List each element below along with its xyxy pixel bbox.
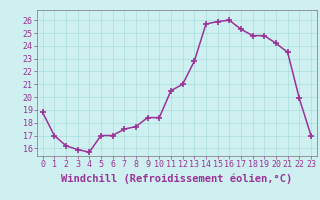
- X-axis label: Windchill (Refroidissement éolien,°C): Windchill (Refroidissement éolien,°C): [61, 173, 292, 184]
